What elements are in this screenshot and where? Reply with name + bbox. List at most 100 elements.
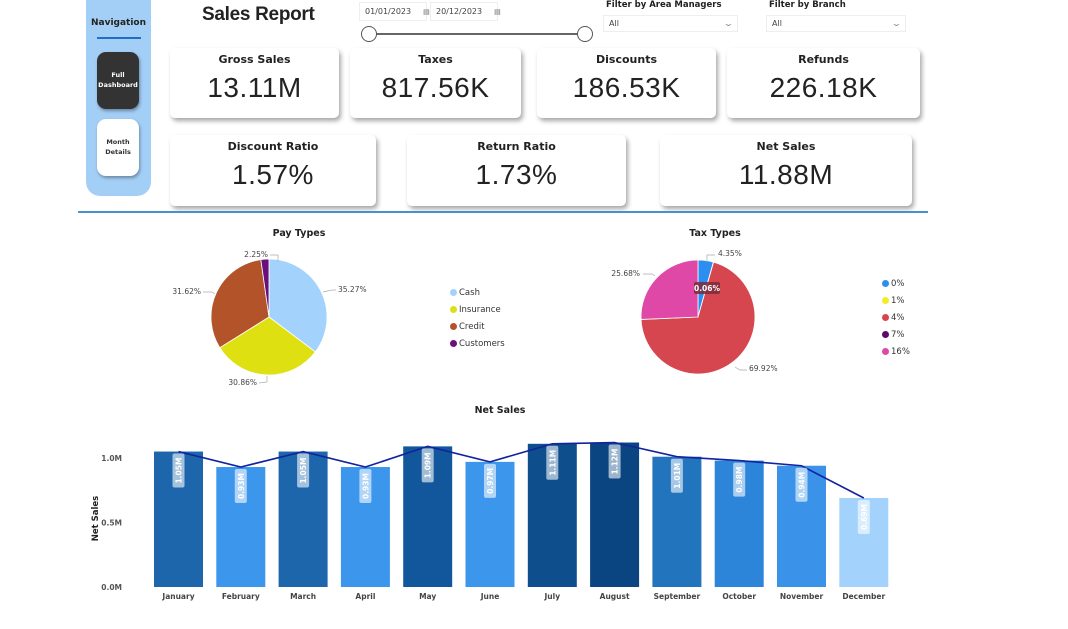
pay-types-title: Pay Types	[272, 228, 326, 239]
legend-item[interactable]: Insurance	[450, 301, 505, 318]
pie-slice-credit[interactable]	[210, 259, 270, 349]
refunds-card: Refunds 226.18K	[727, 48, 920, 118]
legend-item[interactable]: Credit	[450, 318, 505, 335]
page-title: Sales Report	[202, 4, 315, 25]
bar-data-label: 0.97M	[484, 463, 496, 498]
legend-item[interactable]: 1%	[882, 292, 910, 309]
legend-label: 16%	[891, 346, 910, 357]
branch-filter-label: Filter by Branch	[769, 0, 846, 10]
legend-dot-icon	[882, 297, 889, 304]
discount-ratio-value: 1.57%	[232, 159, 314, 190]
calendar-icon[interactable]: ▤	[494, 7, 501, 16]
pie-slice-16-[interactable]	[640, 259, 699, 320]
full-dashboard-label-2: Dashboard	[98, 80, 138, 89]
net-sales-card: Net Sales 11.88M	[660, 135, 912, 206]
pie-data-label: 31.62%	[172, 287, 201, 296]
pie-leader-line	[322, 289, 336, 293]
pie-callout-badge	[694, 282, 720, 294]
branch-dropdown[interactable]: All ⌄	[766, 15, 906, 32]
pie-data-label: 69.92%	[749, 364, 778, 373]
legend-item[interactable]: Customers	[450, 335, 505, 352]
full-dashboard-button[interactable]: Full Dashboard	[97, 52, 139, 109]
pie-slice-customers[interactable]	[260, 258, 270, 318]
net-sales-chart-title: Net Sales	[474, 405, 526, 416]
bar-data-label: 0.93M	[234, 469, 247, 504]
area-managers-dropdown[interactable]: All ⌄	[603, 15, 738, 32]
pie-slice-4-[interactable]	[640, 261, 756, 375]
net-sales-label: Net Sales	[756, 140, 816, 153]
discounts-card: Discounts 186.53K	[537, 48, 716, 118]
navigation-panel: Navigation Full Dashboard Month Details	[86, 0, 151, 196]
legend-item[interactable]: 0%	[882, 275, 910, 292]
legend-item[interactable]: Cash	[450, 284, 505, 301]
month-details-label-2: Details	[105, 147, 131, 156]
bar-data-label: 1.12M	[608, 444, 621, 479]
calendar-icon[interactable]: ▤	[423, 7, 430, 16]
discount-ratio-card: Discount Ratio 1.57%	[170, 135, 376, 206]
legend-label: Insurance	[459, 304, 501, 315]
area-managers-selected: All	[609, 19, 619, 28]
month-details-button[interactable]: Month Details	[97, 119, 139, 176]
bar-value-text: 0.93M	[237, 473, 246, 499]
area-managers-filter-label: Filter by Area Managers	[606, 0, 722, 10]
bar-value-text: 0.69M	[860, 504, 869, 530]
legend-item[interactable]: 7%	[882, 326, 910, 343]
pie-data-label: 4.35%	[718, 249, 742, 258]
pie-data-label: 30.86%	[228, 378, 257, 387]
legend-dot-icon	[882, 348, 889, 355]
y-tick-label: 0.0M	[101, 583, 122, 592]
legend-dot-icon	[450, 340, 457, 347]
refunds-label: Refunds	[798, 53, 849, 66]
date-range-slider[interactable]	[369, 33, 585, 35]
pay-types-legend: Cash Insurance Credit Customers	[450, 284, 505, 352]
x-tick-label: May	[419, 592, 436, 601]
taxes-card: Taxes 817.56K	[350, 48, 521, 118]
pie-slice-cash[interactable]	[268, 258, 328, 353]
legend-label: 4%	[891, 312, 905, 323]
pie-data-label: 0.06%	[694, 284, 721, 293]
return-ratio-label: Return Ratio	[477, 140, 556, 153]
gross-sales-card: Gross Sales 13.11M	[170, 48, 339, 118]
bar-data-label: 0.93M	[359, 469, 372, 504]
bar-data-label: 1.01M	[670, 458, 683, 493]
bar-value-text: 0.97M	[486, 468, 495, 494]
end-date-value: 20/12/2023	[436, 7, 483, 16]
bar-data-label: 0.94M	[795, 467, 808, 502]
legend-label: Customers	[459, 338, 505, 349]
legend-item[interactable]: 4%	[882, 309, 910, 326]
pay-types-pie-chart: 35.27% 30.86% 31.62% 2.25%	[172, 250, 367, 387]
pie-slice-insurance[interactable]	[219, 316, 316, 376]
refunds-value: 226.18K	[769, 72, 878, 103]
branch-selected: All	[772, 19, 782, 28]
legend-dot-icon	[450, 323, 457, 330]
legend-label: 0%	[891, 278, 905, 289]
end-date-input[interactable]: 20/12/2023 ▤	[430, 2, 501, 21]
pie-leader-line	[270, 254, 279, 262]
bar-value-text: 1.01M	[673, 463, 682, 489]
slider-start-handle[interactable]	[361, 26, 377, 42]
discounts-label: Discounts	[596, 53, 657, 66]
start-date-value: 01/01/2023	[365, 7, 412, 16]
month-details-label-1: Month	[106, 137, 130, 146]
bar-data-label: 1.05M	[172, 453, 185, 488]
bar-data-label: 0.98M	[733, 462, 746, 497]
pie-data-label: 35.27%	[338, 285, 367, 294]
return-ratio-value: 1.73%	[475, 159, 558, 190]
gross-sales-value: 13.11M	[207, 72, 302, 103]
slider-end-handle[interactable]	[577, 26, 593, 42]
legend-dot-icon	[450, 289, 457, 296]
x-tick-label: March	[290, 592, 316, 601]
y-tick-label: 1.0M	[101, 454, 122, 463]
legend-item[interactable]: 16%	[882, 343, 910, 360]
start-date-input[interactable]: 01/01/2023 ▤	[359, 2, 430, 21]
y-tick-label: 0.5M	[101, 519, 122, 528]
legend-dot-icon	[882, 314, 889, 321]
x-tick-label: August	[600, 592, 630, 601]
pie-leader-line	[203, 291, 216, 295]
x-tick-label: October	[722, 592, 756, 601]
bar-value-text: 0.93M	[361, 473, 370, 499]
section-divider	[78, 211, 928, 213]
bar-data-label: 1.11M	[546, 445, 559, 480]
pie-data-label: 2.25%	[244, 250, 268, 259]
bar-data-label: 1.05M	[297, 453, 310, 488]
